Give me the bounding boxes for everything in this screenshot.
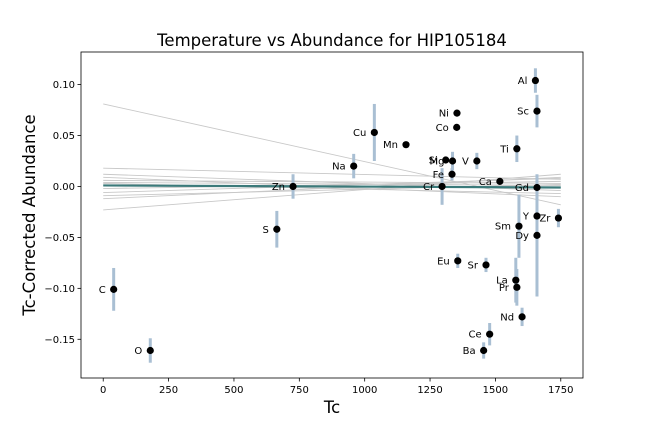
bootstrap-line	[103, 181, 561, 186]
point-label-dy: Dy	[515, 231, 529, 242]
point-label-na: Na	[332, 162, 346, 173]
bootstrap-line	[103, 167, 561, 180]
x-axis: 0 250 500 750 1000 1250 1500 1750	[100, 378, 574, 396]
point-label-mg: Mg	[430, 157, 445, 168]
y-tick-label: 0.05	[53, 131, 75, 142]
x-tick-label: 1750	[548, 385, 573, 396]
point-label-c: C	[99, 285, 106, 296]
point-cu	[370, 128, 378, 137]
point-sm	[515, 222, 523, 230]
point-ni	[453, 109, 461, 117]
point-dy	[533, 231, 541, 239]
point-label-sr: Sr	[468, 260, 479, 271]
point-label-s: S	[262, 225, 268, 236]
point-label-nd: Nd	[500, 312, 514, 323]
y-tick-label: 0.00	[53, 182, 75, 193]
fit-line-group	[103, 184, 561, 189]
point-label-v: V	[462, 157, 469, 168]
point-y	[533, 212, 541, 220]
plot-frame	[80, 51, 584, 379]
point-zr	[554, 214, 563, 222]
point-mg	[448, 157, 457, 165]
point-s	[273, 225, 281, 233]
point-label-zn: Zn	[272, 182, 285, 193]
point-label-sm: Sm	[495, 222, 511, 233]
point-ce	[486, 330, 494, 338]
point-mn	[402, 141, 410, 149]
point-label-si: Si	[429, 155, 438, 166]
y-tick-label: −0.15	[44, 335, 75, 346]
y-axis-label: Tc-Corrected Abundance	[20, 114, 39, 316]
point-label-ti: Ti	[499, 144, 509, 155]
point-label-o: O	[134, 346, 142, 357]
point-ca	[496, 177, 504, 185]
point-label-cu: Cu	[353, 128, 366, 139]
y-tick-label: −0.05	[44, 233, 75, 244]
bootstrap-line	[103, 173, 561, 211]
point-ba	[480, 346, 488, 355]
chart-title: Temperature vs Abundance for HIP105184	[156, 31, 507, 50]
point-sc	[533, 107, 541, 115]
point-label-al: Al	[518, 76, 528, 87]
point-co	[453, 123, 461, 131]
point-label-fe: Fe	[433, 170, 444, 181]
x-tick-label: 1500	[483, 385, 508, 396]
x-tick-label: 250	[159, 385, 178, 396]
error-bars	[112, 68, 560, 363]
point-c	[110, 285, 118, 293]
y-tick-label: 0.10	[53, 80, 75, 91]
point-label-mn: Mn	[383, 140, 398, 151]
point-label-zr: Zr	[539, 214, 551, 225]
x-axis-label: Tc	[323, 398, 340, 417]
point-label-ce: Ce	[469, 330, 482, 341]
point-label-cr: Cr	[423, 182, 435, 193]
point-label-y: Y	[522, 212, 530, 223]
y-axis: −0.15 −0.10 −0.05 0.00 0.05 0.10	[44, 80, 81, 346]
point-gd	[533, 183, 541, 192]
point-o	[146, 346, 154, 355]
point-label-ca: Ca	[479, 177, 492, 188]
y-tick-label: −0.10	[44, 284, 75, 295]
point-label-sc: Sc	[517, 107, 529, 118]
point-sr	[482, 261, 490, 269]
point-label-co: Co	[436, 123, 449, 134]
point-si	[442, 156, 450, 164]
point-eu	[454, 257, 462, 265]
x-tick-label: 1000	[352, 385, 377, 396]
x-tick-label: 1250	[417, 385, 442, 396]
point-al	[531, 76, 540, 85]
point-label-gd: Gd	[515, 183, 529, 194]
bootstrap-lines	[103, 103, 561, 211]
point-label-pr: Pr	[499, 283, 510, 294]
point-label-ba: Ba	[463, 346, 476, 357]
point-cr	[438, 182, 446, 191]
bootstrap-line	[103, 180, 561, 189]
x-tick-label: 0	[100, 385, 106, 396]
point-label-eu: Eu	[437, 256, 450, 267]
fit-line	[103, 184, 561, 189]
point-label-la: La	[496, 276, 508, 287]
point-ti	[513, 145, 521, 153]
point-na	[350, 162, 358, 170]
data-points	[110, 76, 563, 355]
point-label-ni: Ni	[439, 109, 449, 120]
x-tick-label: 750	[290, 385, 309, 396]
point-nd	[518, 313, 526, 321]
point-pr	[513, 283, 521, 291]
point-la	[512, 276, 520, 284]
x-tick-label: 500	[224, 385, 243, 396]
point-fe	[448, 170, 456, 178]
point-zn	[289, 182, 297, 191]
point-v	[473, 157, 481, 165]
